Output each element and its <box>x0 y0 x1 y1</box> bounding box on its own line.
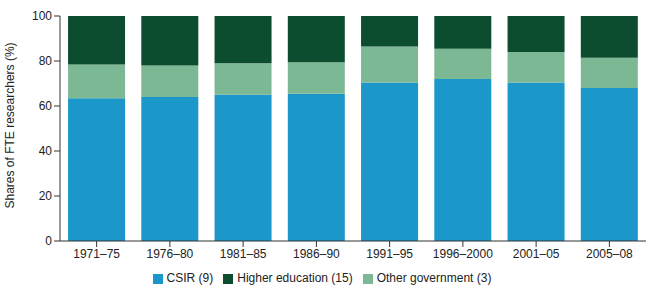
svg-text:80: 80 <box>39 54 53 68</box>
svg-text:60: 60 <box>39 99 53 113</box>
svg-text:40: 40 <box>39 144 53 158</box>
svg-text:1986–90: 1986–90 <box>293 247 340 261</box>
svg-text:0: 0 <box>45 234 52 248</box>
svg-text:1971–75: 1971–75 <box>73 247 120 261</box>
svg-text:2005–08: 2005–08 <box>586 247 633 261</box>
svg-text:Shares of FTE researchers (%): Shares of FTE researchers (%) <box>8 42 17 208</box>
svg-text:20: 20 <box>39 189 53 203</box>
html-text:Higher education (15): Higher education (15) <box>237 271 353 285</box>
html-text:CSIR (9): CSIR (9) <box>166 271 214 285</box>
svg-text:1996–2000: 1996–2000 <box>433 247 493 261</box>
svg-text:1981–85: 1981–85 <box>220 247 267 261</box>
svg-text:2001–05: 2001–05 <box>513 247 560 261</box>
html-text:Other government (3): Other government (3) <box>376 271 492 285</box>
svg-text:1976–80: 1976–80 <box>147 247 194 261</box>
svg-text:100: 100 <box>32 9 52 23</box>
svg-text:1991–95: 1991–95 <box>366 247 413 261</box>
